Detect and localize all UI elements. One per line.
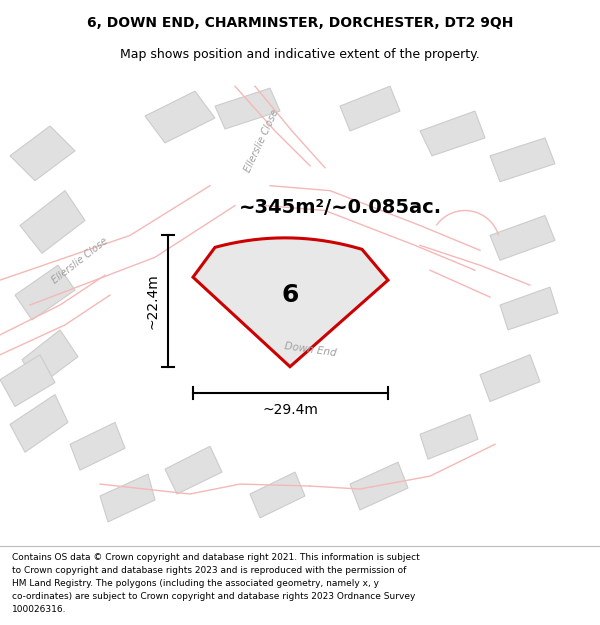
- Polygon shape: [70, 422, 125, 470]
- Polygon shape: [10, 126, 75, 181]
- Text: ~29.4m: ~29.4m: [263, 404, 319, 418]
- Polygon shape: [250, 472, 305, 518]
- Polygon shape: [100, 474, 155, 522]
- Polygon shape: [20, 191, 85, 253]
- Polygon shape: [340, 86, 400, 131]
- Text: 6, DOWN END, CHARMINSTER, DORCHESTER, DT2 9QH: 6, DOWN END, CHARMINSTER, DORCHESTER, DT…: [87, 16, 513, 30]
- Text: ~22.4m: ~22.4m: [145, 273, 159, 329]
- Polygon shape: [215, 88, 280, 129]
- Polygon shape: [0, 355, 55, 406]
- Polygon shape: [490, 138, 555, 182]
- Text: Map shows position and indicative extent of the property.: Map shows position and indicative extent…: [120, 48, 480, 61]
- Polygon shape: [350, 462, 408, 510]
- Text: Ellerslie Close: Ellerslie Close: [50, 236, 110, 285]
- Polygon shape: [10, 394, 68, 452]
- Text: ~345m²/~0.085ac.: ~345m²/~0.085ac.: [238, 198, 442, 217]
- Polygon shape: [420, 111, 485, 156]
- Text: Down End: Down End: [283, 341, 337, 358]
- Polygon shape: [22, 330, 78, 387]
- Polygon shape: [15, 265, 75, 320]
- Text: Ellerslie Close: Ellerslie Close: [243, 108, 281, 174]
- Polygon shape: [145, 91, 215, 143]
- Polygon shape: [420, 414, 478, 459]
- Polygon shape: [193, 238, 388, 367]
- Polygon shape: [480, 355, 540, 401]
- Polygon shape: [500, 287, 558, 330]
- Text: 6: 6: [281, 283, 299, 307]
- Text: Contains OS data © Crown copyright and database right 2021. This information is : Contains OS data © Crown copyright and d…: [12, 554, 420, 614]
- Polygon shape: [165, 446, 222, 494]
- Polygon shape: [490, 216, 555, 260]
